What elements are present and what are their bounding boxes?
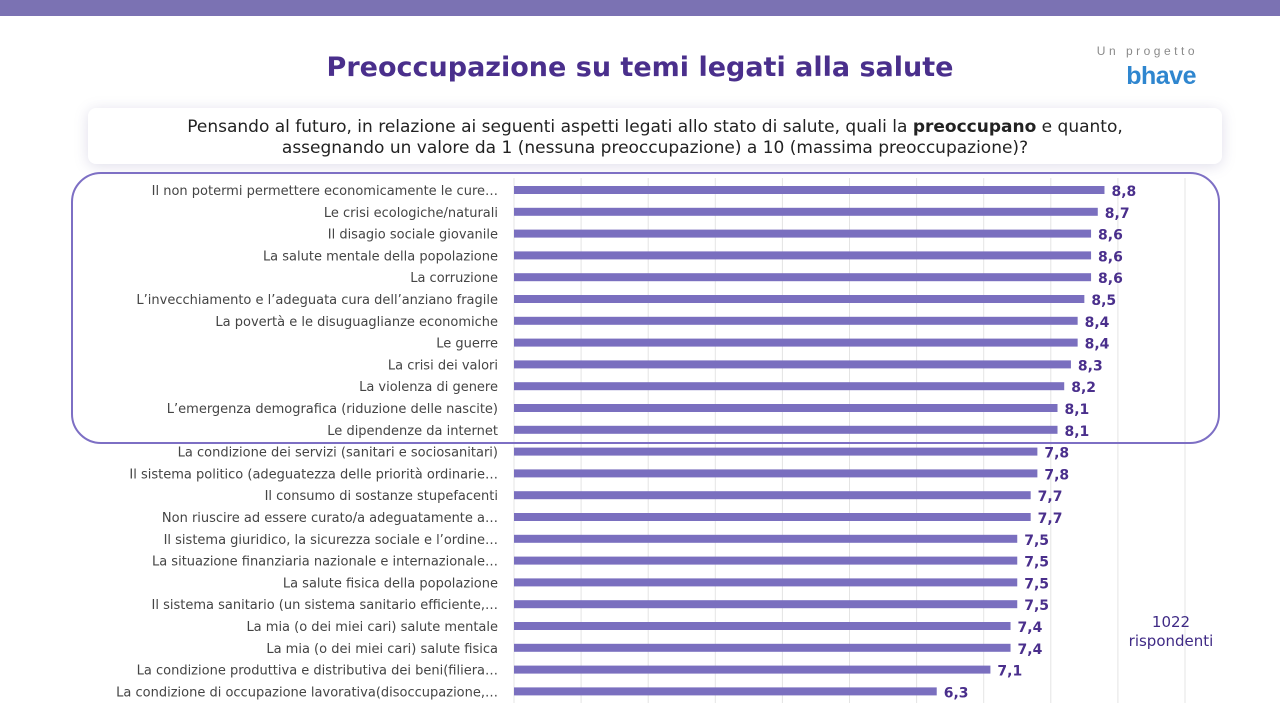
respondents-count: 1022 <box>1151 613 1191 631</box>
bar <box>514 404 1058 412</box>
bar <box>514 447 1038 456</box>
bar <box>514 229 1092 238</box>
bar <box>514 491 1031 500</box>
category-label: La mia (o dei miei cari) salute mentale <box>246 620 498 635</box>
bar <box>514 425 1058 434</box>
value-label: 8,1 <box>1065 424 1090 440</box>
bar <box>514 556 1018 565</box>
category-label: La condizione produttiva e distributiva … <box>137 664 498 679</box>
bar <box>514 186 1105 194</box>
category-label: Il sistema politico (adeguatezza delle p… <box>129 467 498 482</box>
value-label: 8,2 <box>1071 380 1096 396</box>
category-label: La condizione di occupazione lavorativa(… <box>116 685 498 700</box>
category-label: Il sistema sanitario (un sistema sanitar… <box>152 598 498 613</box>
category-label: Le dipendenze da internet <box>327 424 498 439</box>
top-items-highlight-frame <box>71 172 1220 444</box>
category-label: Il sistema giuridico, la sicurezza socia… <box>164 533 498 548</box>
question-keyword: preoccupano <box>912 117 1037 137</box>
value-label: 6,3 <box>944 685 969 701</box>
category-label: L’emergenza demografica (riduzione delle… <box>167 402 498 417</box>
respondents-note: 1022 rispondenti <box>1116 613 1226 651</box>
value-label: 7,4 <box>1018 620 1043 636</box>
value-label: 7,5 <box>1024 576 1049 592</box>
value-label: 8,6 <box>1098 249 1123 265</box>
bar <box>514 513 1031 521</box>
category-label: Le guerre <box>436 337 498 352</box>
value-label: 8,5 <box>1091 293 1116 309</box>
category-label: L’invecchiamento e l’adeguata cura dell’… <box>136 293 498 308</box>
value-label: 8,3 <box>1078 358 1103 374</box>
value-label: 7,8 <box>1044 467 1069 483</box>
bar <box>514 360 1071 369</box>
question-line-2: assegnando un valore da 1 (nessuna preoc… <box>281 138 1029 158</box>
bar <box>514 273 1092 282</box>
bar <box>514 316 1078 325</box>
category-label: La salute fisica della popolazione <box>283 576 498 591</box>
question-text: Pensando al futuro, in relazione ai segu… <box>88 117 1222 159</box>
category-label: La violenza di genere <box>359 380 498 395</box>
category-label: La mia (o dei miei cari) salute fisica <box>266 642 498 657</box>
category-label: La situazione finanziaria nazionale e in… <box>152 555 498 570</box>
bar <box>514 338 1078 347</box>
value-label: 7,8 <box>1044 446 1069 462</box>
category-label: Il non potermi permettere economicamente… <box>152 184 498 199</box>
category-label: La salute mentale della popolazione <box>263 249 498 264</box>
top-accent-bar <box>0 0 1280 16</box>
category-label: La povertà e le disuguaglianze economich… <box>215 315 498 330</box>
respondents-label: rispondenti <box>1128 632 1214 650</box>
value-label: 8,7 <box>1105 206 1130 222</box>
category-label: La condizione dei servizi (sanitari e so… <box>178 446 498 461</box>
question-line-1-end: e quanto, <box>1036 117 1123 137</box>
question-line-1-start: Pensando al futuro, in relazione ai segu… <box>187 117 913 137</box>
value-label: 7,7 <box>1038 511 1063 527</box>
category-label: La crisi dei valori <box>388 358 498 373</box>
category-label: La corruzione <box>410 271 498 286</box>
value-label: 7,5 <box>1024 555 1049 571</box>
category-label: Le crisi ecologiche/naturali <box>324 206 498 221</box>
question-line-1: Pensando al futuro, in relazione ai segu… <box>88 117 1222 138</box>
value-label: 7,1 <box>997 664 1022 680</box>
bar <box>514 295 1085 303</box>
bar <box>514 534 1018 543</box>
category-label: Il consumo di sostanze stupefacenti <box>265 489 498 504</box>
value-label: 8,4 <box>1085 337 1110 353</box>
bar <box>514 600 1018 609</box>
bar <box>514 207 1098 216</box>
brand-logo: bhave <box>1126 62 1196 90</box>
question-box: Pensando al futuro, in relazione ai segu… <box>88 108 1222 164</box>
value-label: 7,5 <box>1024 533 1049 549</box>
bar <box>514 665 991 674</box>
bar <box>514 578 1018 587</box>
page-title: Preoccupazione su temi legati alla salut… <box>326 52 954 83</box>
value-label: 7,5 <box>1024 598 1049 614</box>
value-label: 8,1 <box>1065 402 1090 418</box>
value-label: 7,7 <box>1038 489 1063 505</box>
category-label: Il disagio sociale giovanile <box>328 228 498 243</box>
bar <box>514 687 937 696</box>
bar <box>514 382 1065 391</box>
value-label: 8,4 <box>1085 315 1110 331</box>
value-label: 8,6 <box>1098 271 1123 287</box>
category-label: Non riuscire ad essere curato/a adeguata… <box>162 511 498 526</box>
brand-kicker: Un progetto <box>1096 44 1198 58</box>
value-label: 8,8 <box>1111 184 1136 200</box>
bar <box>514 469 1038 478</box>
value-label: 7,4 <box>1018 642 1043 658</box>
value-label: 8,6 <box>1098 228 1123 244</box>
bar <box>514 643 1011 652</box>
bar <box>514 622 1011 630</box>
bar <box>514 251 1092 260</box>
